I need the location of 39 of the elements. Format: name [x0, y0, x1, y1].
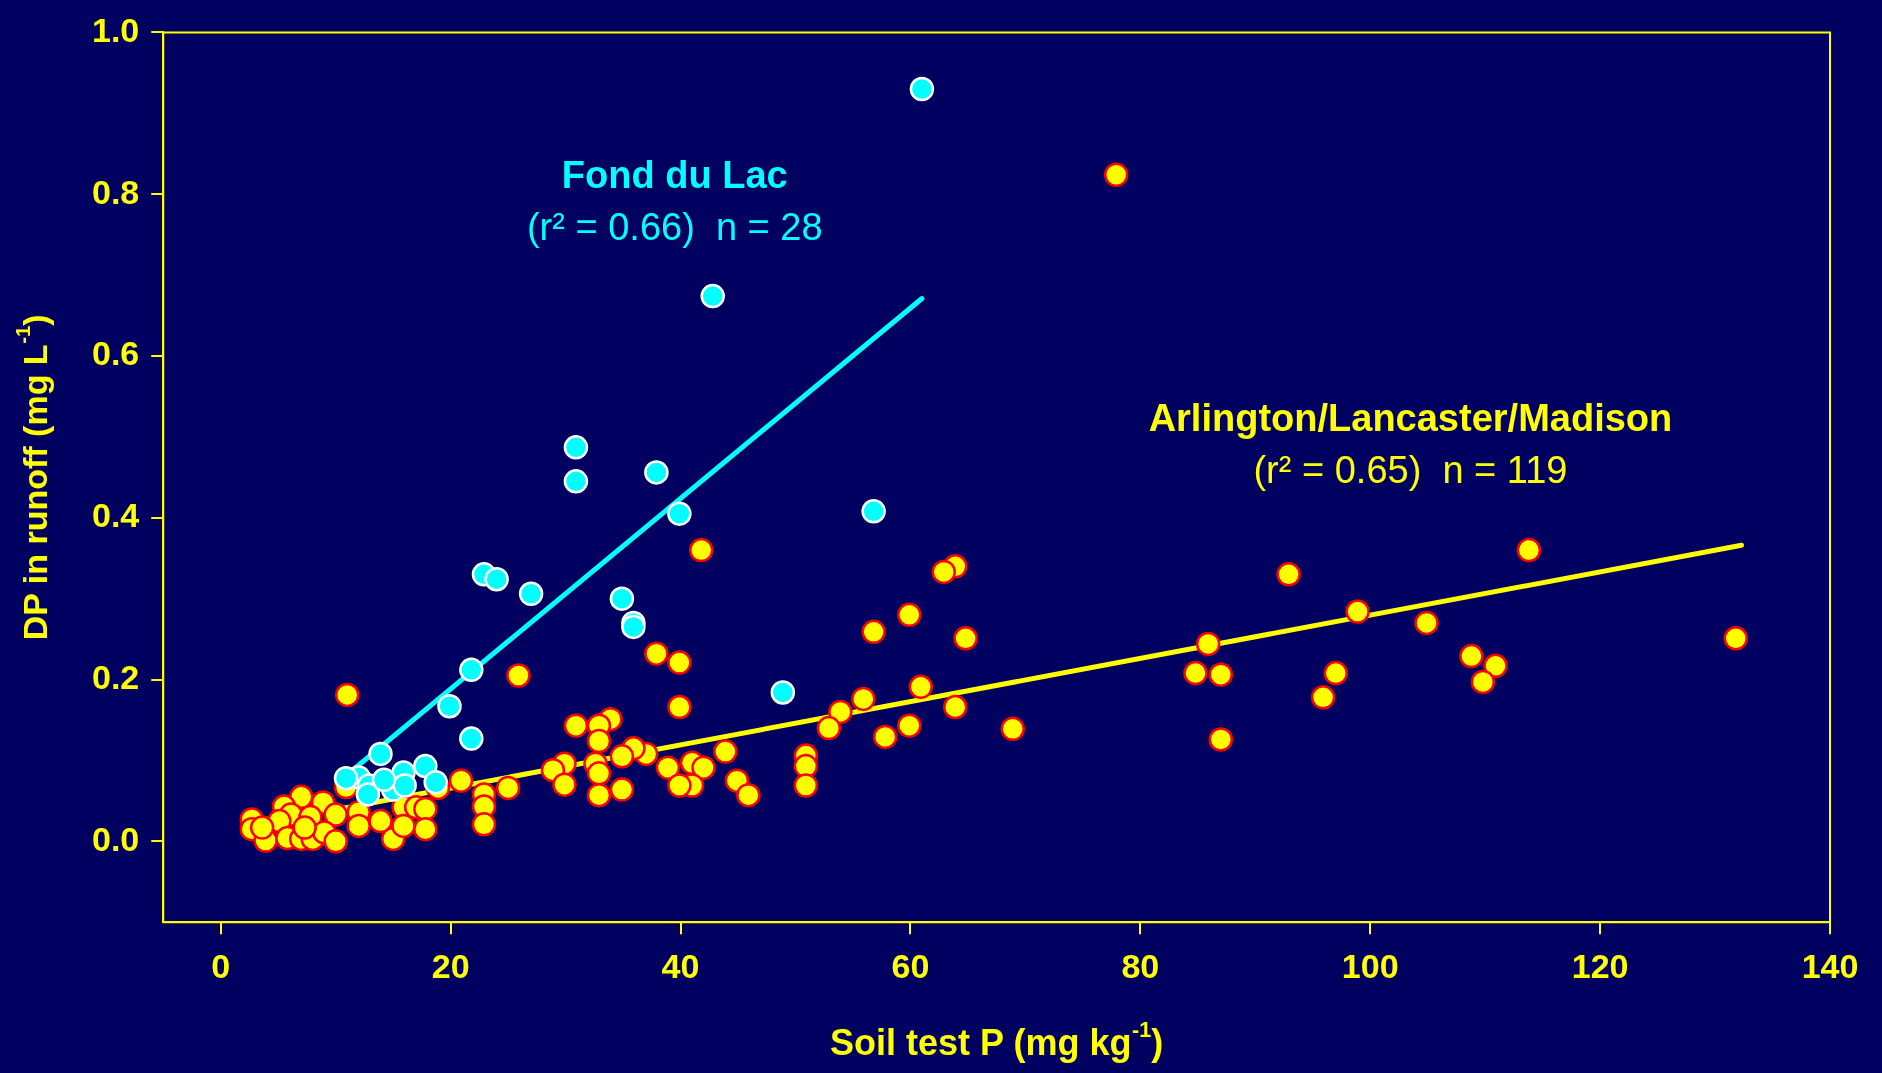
x-tick-label: 40 [661, 946, 700, 985]
point [437, 693, 462, 719]
annotation: (r² = 0.65) n = 119 [1253, 449, 1568, 492]
point [368, 741, 393, 767]
x-tick-label: 120 [1571, 946, 1629, 985]
y-axis-title: DP in runoff (mg L-1) [12, 314, 55, 641]
point [563, 435, 589, 460]
point [459, 657, 484, 683]
y-tick-label: 0.6 [92, 334, 140, 373]
point [667, 501, 692, 526]
point [371, 767, 397, 793]
point [333, 765, 359, 791]
point [392, 773, 417, 798]
point [644, 460, 669, 485]
x-tick-label: 140 [1801, 946, 1859, 985]
point [484, 566, 509, 592]
point [609, 586, 635, 611]
text: Fond du Lac [561, 154, 788, 197]
x-tick-label: 100 [1341, 946, 1399, 985]
x-tick-label: 0 [211, 946, 231, 985]
point [909, 76, 935, 102]
annotation: (r² = 0.66) n = 28 [526, 206, 823, 249]
point [563, 469, 589, 494]
point [861, 499, 886, 524]
point [518, 581, 544, 607]
x-tick-label: 60 [891, 946, 930, 985]
y-tick-label: 1.0 [92, 10, 140, 49]
point [770, 680, 796, 705]
point [459, 726, 484, 751]
point [423, 770, 448, 795]
y-tick-label: 0.4 [92, 496, 140, 535]
point [355, 782, 381, 807]
y-tick-label: 0.2 [92, 657, 140, 696]
y-tick-label: 0.8 [92, 172, 140, 211]
y-tick-label: 0.0 [92, 819, 140, 858]
point [700, 283, 725, 309]
text: Arlington/Lancaster/Madison [1148, 397, 1673, 440]
x-tick-label: 20 [431, 946, 470, 985]
x-tick-label: 80 [1121, 946, 1160, 985]
